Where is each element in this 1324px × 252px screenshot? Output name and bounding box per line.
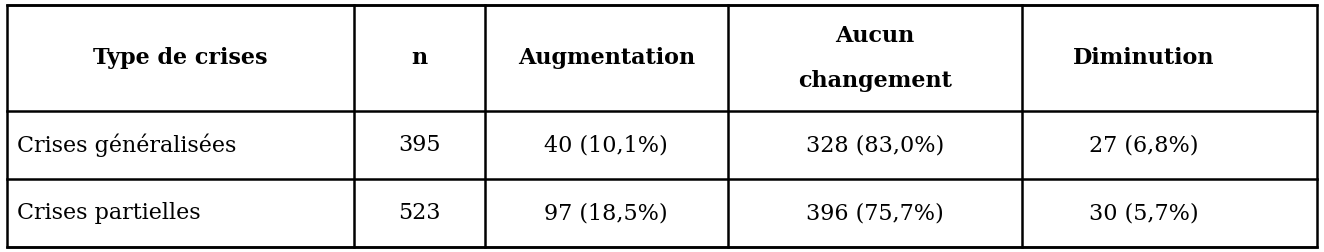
Text: 396 (75,7%): 396 (75,7%) [806, 202, 944, 224]
Text: Augmentation: Augmentation [518, 47, 695, 69]
Text: 30 (5,7%): 30 (5,7%) [1088, 202, 1198, 224]
Text: Type de crises: Type de crises [93, 47, 267, 69]
Text: 395: 395 [399, 134, 441, 156]
Text: 328 (83,0%): 328 (83,0%) [806, 134, 944, 156]
Text: changement: changement [798, 70, 952, 92]
Text: Diminution: Diminution [1072, 47, 1214, 69]
Text: 40 (10,1%): 40 (10,1%) [544, 134, 669, 156]
Text: 27 (6,8%): 27 (6,8%) [1088, 134, 1198, 156]
Text: 97 (18,5%): 97 (18,5%) [544, 202, 669, 224]
Text: Crises partielles: Crises partielles [17, 202, 201, 224]
Text: Aucun: Aucun [835, 25, 915, 47]
Text: Crises généralisées: Crises généralisées [17, 134, 237, 157]
Text: 523: 523 [399, 202, 441, 224]
Text: n: n [412, 47, 428, 69]
